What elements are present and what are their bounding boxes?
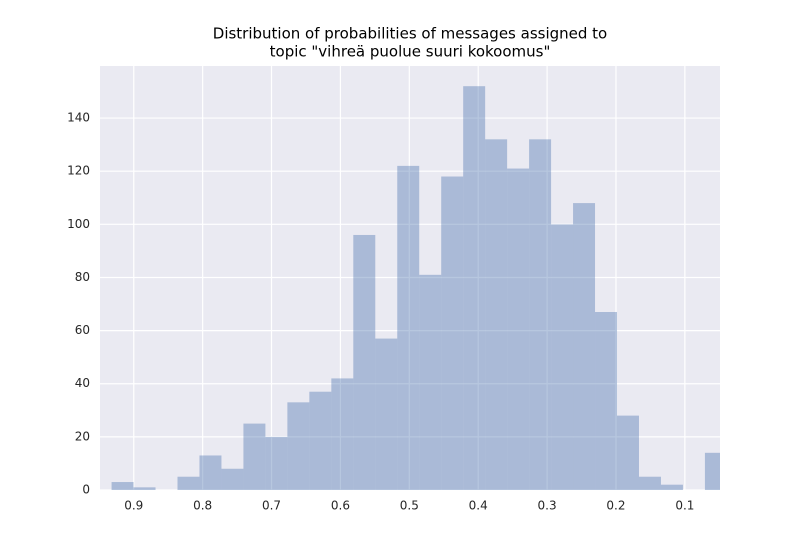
bar	[177, 476, 200, 490]
bar	[551, 224, 574, 490]
bar	[463, 86, 486, 490]
bar	[265, 436, 288, 490]
chart-title: Distribution of probabilities of message…	[213, 25, 607, 43]
bars	[111, 86, 720, 490]
bar	[397, 165, 420, 490]
bar	[485, 139, 508, 490]
bar	[660, 484, 683, 490]
bar	[221, 468, 244, 490]
bar	[507, 168, 530, 490]
y-tick-label: 0	[82, 483, 90, 497]
x-tick-label: 0.8	[193, 499, 212, 513]
bar	[353, 234, 376, 490]
y-tick-label: 20	[75, 429, 90, 443]
bar	[441, 176, 464, 490]
bar	[638, 476, 661, 490]
x-tick-label: 0.1	[675, 499, 694, 513]
bar	[529, 139, 552, 490]
bar	[309, 391, 332, 490]
bar	[331, 378, 354, 490]
x-tick-label: 0.5	[400, 499, 419, 513]
x-tick-label: 0.7	[262, 499, 281, 513]
bar	[617, 415, 639, 490]
y-tick-label: 60	[75, 323, 90, 337]
bar	[375, 338, 398, 490]
bar	[111, 482, 134, 490]
bar	[287, 402, 310, 490]
bar	[419, 274, 442, 490]
chart-title: topic "vihreä puolue suuri kokoomus"	[270, 43, 551, 61]
bar	[595, 312, 618, 490]
bar	[573, 203, 596, 490]
grid	[100, 66, 720, 491]
bar	[704, 452, 720, 490]
y-tick-label: 140	[67, 111, 90, 125]
bar	[243, 423, 266, 490]
y-tick-label: 100	[67, 217, 90, 231]
y-tick-label: 80	[75, 270, 90, 284]
y-tick-label: 120	[67, 164, 90, 178]
x-tick-label: 0.3	[538, 499, 557, 513]
y-tick-label: 40	[75, 376, 90, 390]
x-tick-label: 0.4	[469, 499, 488, 513]
x-tick-label: 0.9	[124, 499, 143, 513]
x-tick-label: 0.2	[606, 499, 625, 513]
bar	[199, 455, 222, 490]
bar	[133, 487, 156, 490]
x-tick-label: 0.6	[331, 499, 350, 513]
